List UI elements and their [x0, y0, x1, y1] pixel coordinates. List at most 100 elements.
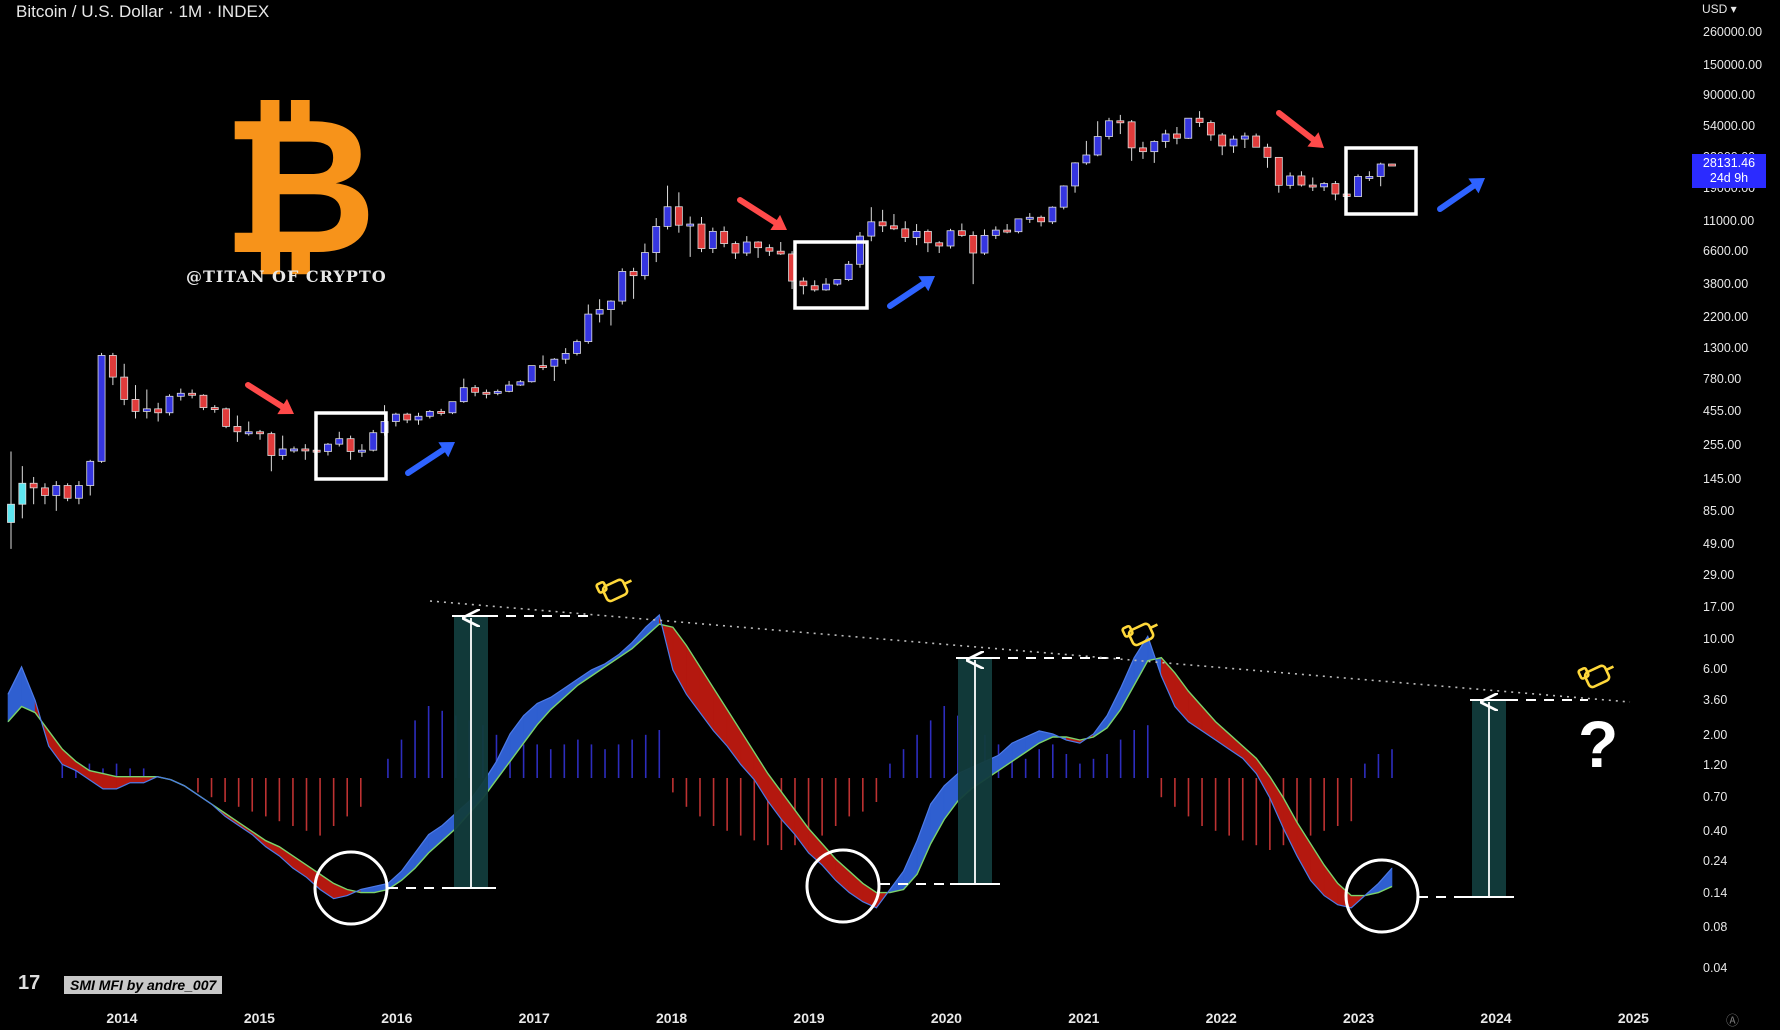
pointing-hand-icon — [1577, 664, 1615, 689]
candle — [63, 483, 72, 502]
candle — [1071, 162, 1079, 193]
candle — [799, 277, 808, 295]
candle — [425, 410, 434, 419]
candle — [1354, 174, 1362, 197]
candle — [1173, 127, 1181, 145]
candle — [142, 389, 151, 419]
candle — [120, 363, 129, 406]
price-tick-label: 54000.00 — [1703, 118, 1756, 133]
ribbon-segment — [1106, 688, 1121, 729]
year-tick-label: 2018 — [656, 1010, 688, 1026]
candle — [505, 380, 513, 393]
ribbon-segment — [387, 870, 402, 891]
highlight-box — [793, 240, 869, 310]
currency-label: USD — [1702, 2, 1728, 16]
ribbon-segment — [75, 760, 90, 781]
candle — [912, 224, 921, 246]
year-tick-label: 2014 — [106, 1010, 138, 1026]
candle — [1037, 215, 1045, 227]
ribbon-segment — [1228, 733, 1244, 759]
candle — [346, 435, 355, 460]
candle — [188, 389, 197, 399]
candle — [335, 431, 344, 447]
ribbon-segment — [713, 687, 728, 747]
price-tick-label: 0.14 — [1703, 886, 1728, 901]
candle — [290, 446, 298, 453]
candle — [176, 388, 185, 401]
candle — [165, 394, 174, 416]
candle — [539, 355, 547, 371]
tradingview-logo-icon[interactable]: 17 — [18, 972, 41, 994]
candle — [754, 241, 763, 258]
watermark-text: @TITAN OF CRYPTO — [186, 267, 387, 286]
currency-selector[interactable]: USD ▾ — [1702, 2, 1737, 16]
last-price-badge: 28131.46 24d 9h — [1692, 154, 1766, 188]
candle — [1331, 181, 1340, 201]
candle — [267, 431, 276, 472]
candle — [18, 466, 27, 519]
price-tick-label: 6.00 — [1703, 662, 1728, 677]
price-tick-label: 0.08 — [1703, 919, 1728, 934]
price-tick-label: 255.00 — [1703, 438, 1742, 453]
candle — [1082, 140, 1091, 165]
candle — [629, 267, 638, 299]
candle — [1229, 135, 1238, 153]
candle — [1274, 156, 1283, 193]
candle — [720, 226, 729, 248]
price-tick-label: 455.00 — [1703, 403, 1742, 418]
candle — [233, 415, 242, 442]
question-mark: ? — [1578, 707, 1619, 781]
candle — [256, 429, 264, 440]
candle — [1014, 218, 1023, 234]
price-tick-label: 145.00 — [1703, 472, 1742, 486]
slow-line — [7, 623, 1393, 897]
ribbon-segment — [509, 714, 524, 763]
candle — [1218, 132, 1227, 156]
candle — [493, 389, 502, 396]
price-tick-label: 0.24 — [1703, 854, 1728, 869]
price-tick-label: 85.00 — [1703, 503, 1735, 518]
ribbon-segment — [414, 833, 429, 869]
candle — [1365, 171, 1374, 182]
candle — [946, 228, 955, 249]
price-tick-label: 260000.00 — [1703, 25, 1763, 39]
candle — [991, 226, 1000, 239]
auto-scale-icon[interactable]: Ⓐ — [1726, 1013, 1740, 1028]
candle — [810, 280, 819, 292]
candle — [414, 412, 423, 425]
year-tick-label: 2023 — [1343, 1010, 1375, 1026]
candle — [901, 221, 910, 242]
ribbon-segment — [767, 772, 782, 821]
candle — [1320, 182, 1328, 191]
price-tick-label: 1.20 — [1703, 758, 1728, 773]
candle — [1127, 119, 1136, 161]
candle — [833, 279, 842, 286]
candle — [1308, 177, 1317, 191]
indicator-legend[interactable]: SMI MFI by andre_007 — [64, 976, 223, 994]
candle — [199, 394, 208, 411]
candle — [618, 268, 627, 305]
candle — [482, 389, 491, 399]
price-tick-label: 90000.00 — [1703, 88, 1756, 103]
price-tick-label: 0.04 — [1703, 961, 1728, 975]
price-tick-label: 0.70 — [1703, 790, 1728, 805]
candle — [742, 236, 751, 256]
candle — [935, 241, 944, 254]
ribbon-segment — [129, 776, 144, 784]
red-arrow-icon — [737, 197, 787, 231]
candle — [573, 339, 581, 356]
indicator-layer — [7, 613, 1393, 909]
candle — [923, 229, 932, 253]
blue-arrow-icon — [405, 442, 455, 476]
candle — [1297, 171, 1306, 187]
candle — [301, 444, 310, 460]
candle — [437, 408, 446, 416]
ribbon-segment — [441, 812, 457, 842]
candle — [550, 358, 559, 381]
candle — [1206, 120, 1215, 141]
candle — [969, 231, 978, 285]
price-tick-label: 150000.00 — [1703, 57, 1763, 72]
candle — [358, 444, 366, 457]
ribbon-segment — [781, 790, 796, 836]
